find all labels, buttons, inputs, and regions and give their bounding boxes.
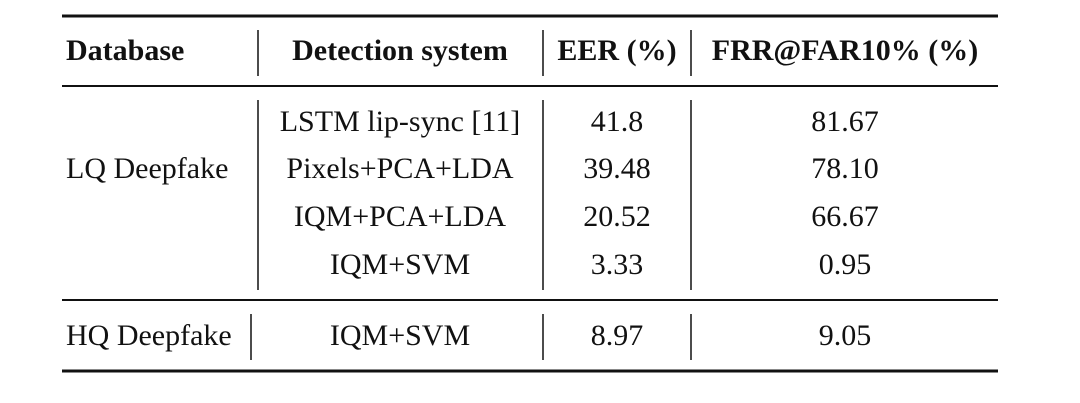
value-cell: 3.33 (591, 248, 644, 281)
value-cell: 20.52 (583, 200, 651, 233)
database-cell: HQ Deepfake (66, 319, 232, 352)
value-cell: 39.48 (583, 152, 651, 185)
system-cell: LSTM lip-sync [11] (280, 105, 521, 138)
header-cell: EER (%) (557, 34, 676, 67)
header-cell: Detection system (292, 34, 508, 67)
value-cell: 81.67 (811, 105, 879, 138)
value-cell: 66.67 (811, 200, 879, 233)
system-cell: IQM+SVM (330, 248, 470, 281)
value-cell: 8.97 (591, 319, 644, 352)
header-cell: FRR@FAR10% (%) (712, 34, 978, 67)
database-cell: LQ Deepfake (66, 152, 228, 185)
system-cell: Pixels+PCA+LDA (286, 152, 514, 185)
value-cell: 78.10 (811, 152, 879, 185)
value-cell: 0.95 (819, 248, 872, 281)
value-cell: 9.05 (819, 319, 872, 352)
system-cell: IQM+PCA+LDA (294, 200, 507, 233)
header-cell: Database (66, 34, 184, 67)
system-cell: IQM+SVM (330, 319, 470, 352)
value-cell: 41.8 (591, 105, 644, 138)
